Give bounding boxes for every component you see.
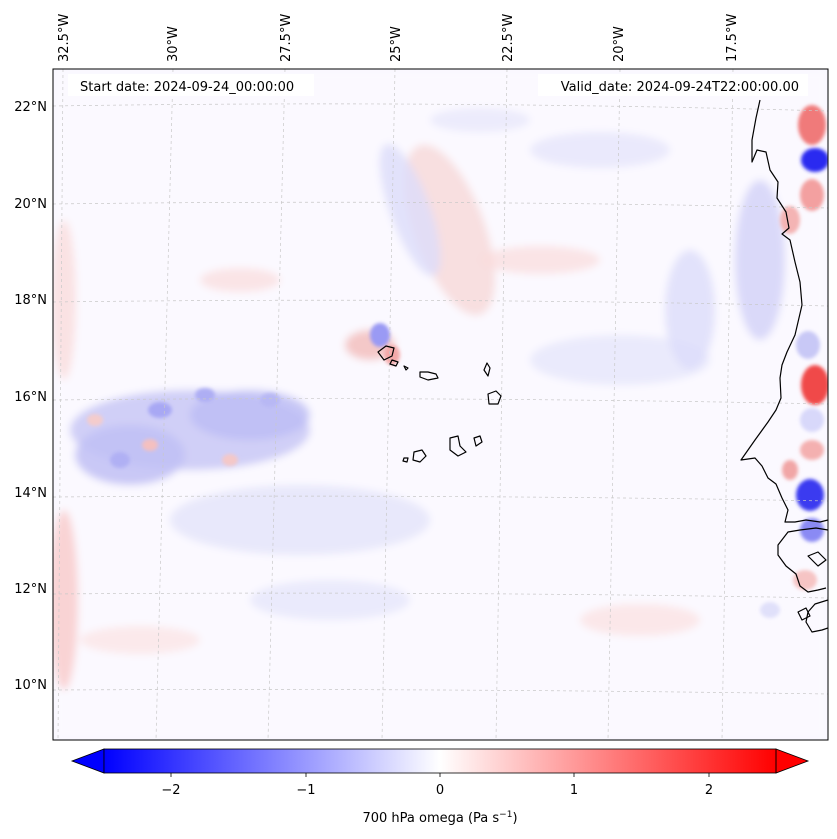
lat-label: 10°N xyxy=(14,678,47,693)
start-date-text: Start date: 2024-09-24_00:00:00 xyxy=(80,80,294,95)
africa-coastline xyxy=(740,99,828,633)
latitude-labels: 22°N 20°N 18°N 16°N 14°N 12°N 10°N xyxy=(14,100,47,693)
lon-label: 30°W xyxy=(166,26,181,62)
lat-label: 20°N xyxy=(14,197,47,212)
colorbar-gradient xyxy=(104,749,776,773)
lon-label: 27.5°W xyxy=(279,14,294,62)
map-frame xyxy=(52,68,829,741)
lon-label: 22.5°W xyxy=(501,14,516,62)
colorbar-extend-max xyxy=(775,748,810,774)
colorbar-tick-label: 1 xyxy=(570,783,578,798)
map-panel: Start date: 2024-09-24_00:00:00 Valid_da… xyxy=(52,68,829,741)
lon-label: 17.5°W xyxy=(725,14,740,62)
longitude-labels: 32.5°W 30°W 27.5°W 25°W 22.5°W 20°W 17.5… xyxy=(57,14,740,62)
cape-verde-islands xyxy=(377,345,502,463)
lon-label: 20°W xyxy=(612,26,627,62)
colorbar-tick-label: −2 xyxy=(161,783,180,798)
lat-label: 18°N xyxy=(14,293,47,308)
coastlines xyxy=(377,99,828,633)
colorbar-extend-min xyxy=(70,748,105,774)
start-date-box xyxy=(68,74,314,96)
lon-label: 32.5°W xyxy=(57,14,72,62)
lat-label: 12°N xyxy=(14,582,47,597)
omega-field xyxy=(53,69,828,740)
colorbar-tick-label: 0 xyxy=(436,783,444,798)
lat-label: 16°N xyxy=(14,390,47,405)
colorbar: −2 −1 0 1 2 700 hPa omega (Pa s−1) xyxy=(70,748,810,826)
valid-date-text: Valid_date: 2024-09-24T22:00:00.00 xyxy=(561,80,799,95)
lat-label: 14°N xyxy=(14,486,47,501)
valid-date-box xyxy=(538,74,808,96)
colorbar-label-close: ) xyxy=(512,811,517,826)
colorbar-label-exponent: −1 xyxy=(499,810,512,820)
colorbar-label: 700 hPa omega (Pa s−1) xyxy=(362,810,517,826)
colorbar-tick-label: −1 xyxy=(296,783,315,798)
lat-label: 22°N xyxy=(14,100,47,115)
lon-label: 25°W xyxy=(389,26,404,62)
map-gridlines xyxy=(53,69,828,740)
colorbar-tick-label: 2 xyxy=(705,783,713,798)
colorbar-label-main: 700 hPa omega (Pa s xyxy=(362,811,499,826)
